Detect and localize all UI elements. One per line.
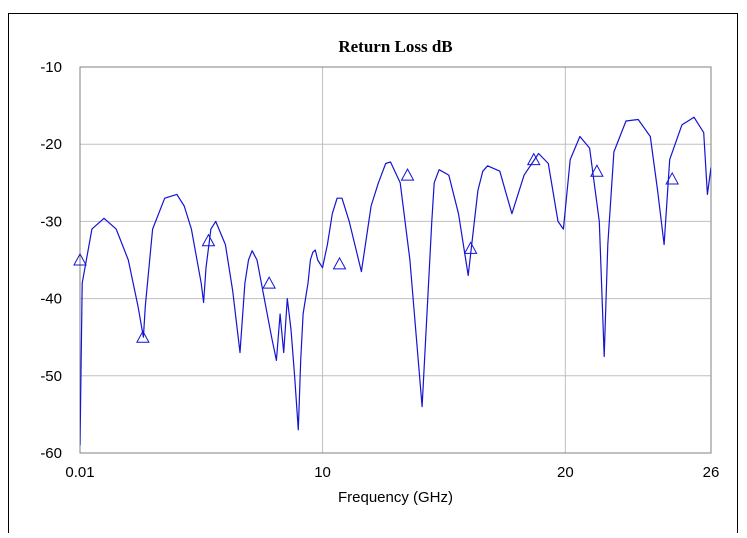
x-tick-label: 0.01 (65, 464, 94, 481)
plot-area (79, 66, 712, 454)
triangle-marker-8 (590, 164, 604, 177)
x-tick-label: 10 (314, 464, 331, 481)
y-tick-label: -30 (40, 213, 62, 230)
y-tick-label: -20 (40, 136, 62, 153)
triangle-marker-5 (400, 168, 415, 181)
x-axis-label: Frequency (GHz) (338, 489, 453, 506)
triangle-marker-1 (136, 330, 150, 343)
y-tick-label: -50 (40, 368, 62, 385)
y-tick-label: -10 (40, 59, 62, 76)
triangle-marker-3 (262, 276, 276, 289)
x-tick-label: 26 (703, 464, 720, 481)
triangle-marker-6 (463, 241, 478, 254)
series-line-0 (80, 116, 711, 446)
triangle-marker-0 (73, 252, 87, 266)
chart-frame (8, 13, 738, 533)
x-tick-label: 20 (557, 464, 574, 481)
chart-title: Return Loss dB (338, 37, 452, 56)
y-tick-label: -40 (40, 291, 62, 308)
triangle-marker-7 (526, 152, 541, 166)
triangle-marker-4 (332, 256, 347, 270)
y-tick-label: -60 (40, 445, 62, 462)
triangle-marker-9 (665, 171, 679, 185)
triangle-marker-2 (201, 233, 216, 247)
